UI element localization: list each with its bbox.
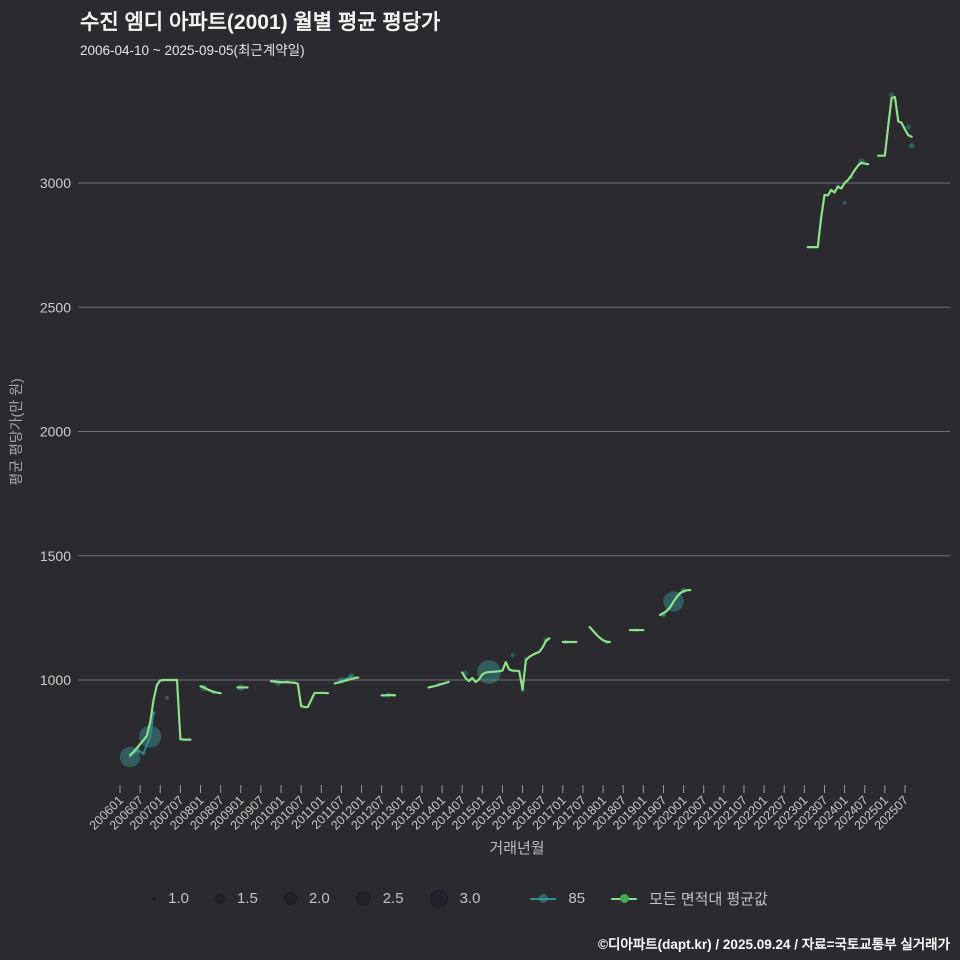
average-line (588, 625, 611, 644)
series-85-bubble (119, 746, 141, 768)
legend-size-label: 1.0 (168, 890, 189, 907)
legend-label-85: 85 (568, 890, 586, 907)
series-average-marker-icon (611, 893, 638, 904)
y-tick-label: 2500 (40, 299, 71, 315)
bubble-size-legend: 1.0 1.5 2.0 2.5 3.0 (152, 889, 481, 908)
size-circle-icon (214, 893, 225, 904)
series-85-marker-icon (530, 893, 557, 904)
legend-size-label: 2.0 (308, 890, 330, 907)
legend-size-item: 2.5 (355, 890, 404, 907)
page-subtitle: 2006-04-10 ~ 2025-09-05(최근계약일) (80, 43, 305, 58)
legend-size-item: 1.5 (214, 890, 258, 907)
y-tick-label: 2000 (40, 424, 71, 440)
legend-size-label: 1.5 (236, 890, 258, 907)
y-tick-label: 3000 (40, 175, 71, 191)
footer-credit: ©디아파트(dapt.kr) / 2025.09.24 / 자료=국토교통부 실… (598, 937, 950, 952)
legend-size-item: 2.0 (283, 890, 330, 907)
legend-size-item: 3.0 (429, 889, 481, 908)
average-line (877, 95, 913, 157)
average-line (269, 680, 330, 709)
average-line (199, 685, 222, 695)
series-85-bubble (510, 653, 515, 658)
series-85-bubble (905, 124, 911, 130)
series-85-bubble (842, 200, 847, 205)
size-circle-icon (429, 889, 448, 908)
page-title: 수진 엠디 아파트(2001) 월별 평균 평당가 (80, 11, 441, 34)
series-85-line (340, 675, 353, 682)
series-85-bubble (141, 751, 146, 756)
x-axis-title: 거래년월 (489, 840, 544, 857)
chart-legend: 1.0 1.5 2.0 2.5 3.0 85 모든 면적대 평균값 (0, 888, 920, 909)
series-85-bubble (889, 92, 895, 98)
legend-size-item: 1.0 (152, 890, 189, 907)
y-tick-label: 1000 (40, 672, 71, 688)
legend-size-label: 3.0 (459, 890, 481, 907)
size-circle-icon (283, 892, 297, 905)
average-line (333, 676, 360, 685)
legend-item-85[interactable]: 85 (530, 890, 585, 907)
average-line (806, 161, 870, 249)
average-line (128, 678, 192, 757)
series-85-bubble (139, 725, 162, 748)
size-circle-icon (152, 896, 157, 901)
y-tick-label: 1500 (40, 548, 71, 564)
average-line (659, 588, 692, 616)
y-axis-title: 평균 평당가(만 원) (8, 378, 24, 485)
size-circle-icon (355, 891, 371, 906)
average-line (461, 637, 551, 691)
series-85-bubble (908, 142, 915, 149)
average-line (427, 680, 450, 689)
legend-item-average[interactable]: 모든 면적대 평균값 (611, 888, 768, 909)
series-85-bubble (164, 695, 169, 700)
legend-label-average: 모든 면적대 평균값 (649, 891, 768, 908)
legend-size-label: 2.5 (382, 890, 404, 907)
